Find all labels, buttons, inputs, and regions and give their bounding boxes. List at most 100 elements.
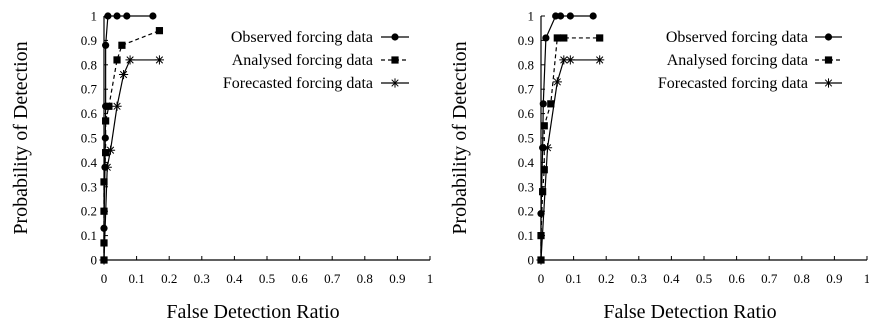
x-tick-label: 0.4	[663, 271, 680, 286]
x-tick-label: 1	[864, 271, 869, 286]
data-point	[102, 162, 112, 172]
data-point	[539, 100, 547, 108]
y-axis-title: Probability of Detection	[10, 41, 32, 234]
legend-label: Analysed forcing data	[667, 52, 808, 69]
legend-label: Forecasted forcing data	[658, 75, 808, 92]
legend-marker	[823, 78, 834, 88]
data-point	[565, 55, 575, 65]
x-tick-label: 0.2	[598, 271, 614, 286]
y-tick-label: 0	[528, 253, 535, 268]
legend-marker	[391, 56, 399, 64]
y-tick-label: 0.3	[518, 179, 534, 194]
x-axis-title: False Detection Ratio	[603, 301, 776, 320]
data-point	[99, 255, 109, 265]
x-tick-label: 0.9	[826, 271, 842, 286]
chart-panel-1: 0 0.1 0.2 0.3 0.4 0.5 0.6 0.7 0.8 0.9 1 0 0.1 0.2 0.3 0…	[10, 9, 433, 320]
data-point	[536, 255, 546, 265]
y-tick-label: 0.9	[81, 33, 97, 48]
x-tick-label: 0.6	[728, 271, 745, 286]
y-tick-label: 0.8	[518, 57, 534, 72]
data-point	[596, 34, 604, 42]
legend-marker	[391, 33, 399, 41]
legend-marker	[390, 78, 400, 88]
legend-marker	[824, 56, 833, 64]
data-point	[537, 232, 545, 240]
data-point	[540, 166, 548, 174]
data-point	[154, 55, 165, 65]
data-point	[155, 27, 164, 35]
x-tick-label: 0.3	[194, 271, 210, 286]
data-point	[553, 34, 561, 42]
y-tick-label: 0.7	[518, 82, 535, 97]
data-point	[105, 102, 113, 110]
y-tick-label: 1	[91, 9, 98, 24]
legend-label: Forecasted forcing data	[223, 75, 373, 92]
y-tick-label: 0.5	[81, 131, 97, 146]
x-tick-label: 0.1	[128, 271, 144, 286]
y-tick-label: 0.6	[518, 106, 535, 121]
x-tick-label: 0.2	[161, 271, 177, 286]
data-point	[100, 207, 108, 215]
data-point	[102, 117, 110, 125]
data-point	[118, 41, 126, 49]
series-square	[100, 27, 164, 264]
x-tick-label: 0.6	[291, 271, 308, 286]
x-tick-label: 0.5	[259, 271, 275, 286]
data-point	[125, 55, 135, 65]
series-line	[103, 30, 160, 260]
y-tick-label: 0.2	[518, 204, 534, 219]
data-point	[118, 69, 129, 80]
series-circle	[537, 12, 597, 264]
y-axis-title: Probability of Detection	[449, 41, 471, 234]
data-point	[566, 12, 574, 20]
data-point	[560, 34, 568, 42]
series-line	[540, 37, 600, 260]
y-tick-label: 0	[91, 253, 98, 268]
x-tick-label: 1	[427, 271, 434, 286]
data-point	[113, 56, 121, 64]
y-tick-label: 0.9	[518, 33, 534, 48]
y-tick-label: 0.7	[81, 82, 98, 97]
x-tick-label: 0.8	[794, 271, 810, 286]
series-square	[537, 34, 604, 264]
y-tick-label: 0.2	[81, 204, 97, 219]
x-axis-title: False Detection Ratio	[166, 301, 339, 320]
data-point	[102, 149, 110, 157]
legend-marker	[824, 33, 833, 41]
x-tick-label: 0.4	[226, 271, 243, 286]
data-point	[552, 77, 562, 87]
series-line	[103, 15, 153, 260]
data-point	[559, 55, 569, 65]
x-tick-label: 0.8	[357, 271, 373, 286]
data-point	[539, 188, 547, 196]
data-point	[100, 239, 108, 247]
data-point	[556, 12, 565, 20]
y-tick-label: 0.6	[81, 106, 98, 121]
x-tick-label: 0	[101, 271, 108, 286]
data-point	[100, 178, 108, 186]
series-circle	[100, 12, 157, 264]
y-tick-label: 0.3	[81, 179, 97, 194]
y-tick-label: 0.8	[81, 57, 97, 72]
y-tick-label: 1	[528, 9, 535, 24]
data-point	[537, 210, 545, 218]
data-point	[102, 41, 110, 49]
data-point	[113, 12, 121, 20]
x-tick-label: 0.3	[631, 271, 647, 286]
data-point	[104, 12, 112, 20]
x-tick-label: 0.5	[696, 271, 712, 286]
series-line	[540, 59, 600, 261]
data-point	[542, 34, 550, 42]
x-tick-label: 0.1	[565, 271, 581, 286]
data-point	[149, 12, 157, 20]
data-point	[123, 12, 131, 20]
series-star	[536, 55, 605, 265]
x-tick-label: 0.7	[761, 271, 778, 286]
data-point	[547, 100, 555, 108]
legend-label: Observed forcing data	[231, 29, 373, 46]
y-tick-label: 0.1	[518, 228, 534, 243]
data-point	[589, 12, 597, 20]
y-tick-label: 0.1	[81, 228, 97, 243]
chart-panel-2: 0 0.1 0.2 0.3 0.4 0.5 0.6 0.7 0.8 0.9 1 0 0.1 0.2 0.3 0…	[449, 9, 869, 320]
